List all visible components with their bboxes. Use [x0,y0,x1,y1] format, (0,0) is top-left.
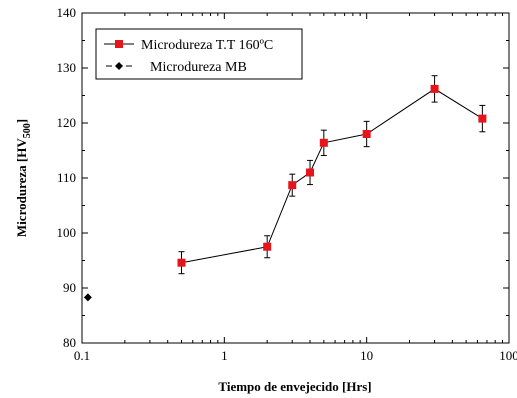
y-axis-ticks: 80 90 100 110 120 130 140 [57,5,509,350]
data-point [319,138,328,147]
data-point [478,114,487,123]
y-tick-label: 110 [57,170,76,185]
y-tick-label: 100 [57,225,77,240]
x-axis-ticks: 0.1 1 10 100 [74,13,517,363]
data-point [83,293,92,302]
y-tick-label: 120 [57,115,77,130]
data-point [288,181,297,190]
x-tick-label: 1 [221,348,228,363]
y-tick-label: 140 [57,5,77,20]
data-point [430,84,439,93]
legend-marker-2 [115,62,123,70]
series-line-1 [181,88,483,264]
series-layer [83,75,487,302]
x-tick-label: 100 [499,348,517,363]
y-tick-label: 130 [57,60,77,75]
x-tick-label: 0.1 [74,348,90,363]
data-point [306,168,315,177]
legend-label-2: Microdureza MB [150,60,247,75]
x-tick-label: 10 [360,348,373,363]
y-tick-label: 80 [63,335,76,350]
data-point [362,130,371,138]
legend: Microdureza T.T 160ºC Microdureza MB [95,28,303,80]
legend-box [95,28,303,80]
legend-marker-1 [115,40,123,48]
x-axis-title: Tiempo de envejecido [Hrs] [218,379,371,394]
data-point [263,242,272,251]
y-axis-title: Microdureza [HV500] [14,119,33,237]
y-tick-label: 90 [63,280,76,295]
legend-label-1: Microdureza T.T 160ºC [141,38,273,53]
data-point [177,258,186,267]
